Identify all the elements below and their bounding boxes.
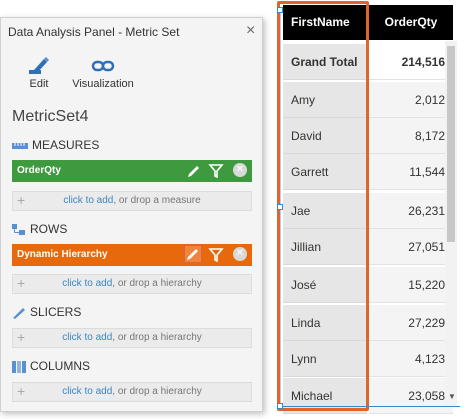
scrollbar-thumb[interactable]	[447, 46, 455, 242]
slicers-label: SLICERS	[30, 305, 82, 319]
rows-drop-zone[interactable]: + click to add, or drop a hierarchy	[12, 274, 252, 294]
data-analysis-panel: Data Analysis Panel - Metric Set × Edit …	[0, 17, 263, 412]
slicers-drop-hint: , or drop a hierarchy	[112, 332, 202, 343]
table-row: Linda 27,229	[280, 305, 476, 341]
cell-firstname: Linda	[283, 305, 367, 341]
columns-drop-hint: , or drop a hierarchy	[112, 386, 202, 397]
plus-icon[interactable]: +	[17, 329, 26, 345]
cell-orderqty: 27,051	[369, 229, 453, 265]
rows-section-header: ROWS	[12, 222, 67, 236]
metricset-name: MetricSet4	[12, 108, 89, 125]
table-row: Garrett 11,544	[280, 154, 476, 190]
header-orderqty[interactable]: OrderQty	[369, 5, 453, 40]
plus-icon[interactable]: +	[17, 383, 26, 399]
edit-button[interactable]: Edit	[21, 56, 57, 90]
columns-drop-text: click to add, or drop a hierarchy	[13, 386, 251, 397]
cell-orderqty: 11,544	[369, 154, 453, 190]
remove-icon[interactable]: ✕	[233, 247, 247, 261]
cell-firstname: Amy	[283, 82, 367, 118]
link-icon	[91, 60, 115, 72]
edit-label: Edit	[29, 78, 49, 90]
row-pill-dynamic-hierarchy[interactable]: Dynamic Hierarchy ✕	[12, 244, 252, 266]
table-row: Amy 2,012	[280, 82, 476, 118]
cell-firstname: Garrett	[283, 154, 367, 190]
pivot-table: FirstName OrderQty Grand Total 214,516 A…	[280, 0, 476, 419]
cell-firstname: Lynn	[283, 341, 367, 377]
measure-pill-label: OrderQty	[17, 165, 61, 176]
pencil-icon[interactable]	[183, 244, 203, 264]
visualization-button[interactable]: Visualization	[71, 56, 135, 90]
slicers-drop-zone[interactable]: + click to add, or drop a hierarchy	[12, 328, 252, 348]
table-row: José 15,220	[280, 267, 476, 303]
measures-section-header: MEASURES	[12, 138, 99, 152]
resize-handle[interactable]	[277, 403, 283, 409]
columns-section-header: COLUMNS	[12, 359, 90, 373]
scroll-down-arrow-icon[interactable]: ▼	[448, 392, 456, 401]
plus-icon[interactable]: +	[17, 275, 26, 291]
table-row: Jillian 27,051	[280, 229, 476, 265]
measures-drop-text: click to add, or drop a measure	[13, 195, 251, 206]
rows-label: ROWS	[30, 222, 68, 236]
cell-firstname: José	[283, 267, 367, 303]
table-row: David 8,172	[280, 118, 476, 154]
remove-icon[interactable]: ✕	[233, 163, 247, 177]
rows-click-to-add-link[interactable]: click to add	[62, 278, 113, 289]
columns-drop-zone[interactable]: + click to add, or drop a hierarchy	[12, 382, 252, 402]
cell-orderqty: 27,229	[369, 305, 453, 341]
measures-drop-hint: , or drop a measure	[113, 195, 201, 206]
selection-border	[280, 406, 460, 407]
header-firstname[interactable]: FirstName	[283, 5, 367, 40]
ruler-icon	[12, 142, 28, 149]
cell-firstname: David	[283, 118, 367, 154]
row-pill-label: Dynamic Hierarchy	[17, 249, 108, 260]
measures-drop-zone[interactable]: + click to add, or drop a measure	[12, 191, 252, 211]
pencil-icon	[29, 57, 49, 74]
cell-orderqty: 4,123	[369, 341, 453, 377]
cell-orderqty: 8,172	[369, 118, 453, 154]
filter-icon[interactable]	[208, 163, 224, 179]
resize-handle[interactable]	[277, 7, 283, 13]
measures-label: MEASURES	[32, 138, 100, 152]
panel-title: Data Analysis Panel - Metric Set	[8, 25, 180, 39]
rows-drop-hint: , or drop a hierarchy	[112, 278, 202, 289]
pencil-icon[interactable]	[186, 163, 202, 179]
cell-orderqty: 214,516	[369, 44, 453, 80]
slicer-icon	[13, 307, 25, 319]
slicers-section-header: SLICERS	[12, 305, 81, 319]
slicers-drop-text: click to add, or drop a hierarchy	[13, 332, 251, 343]
rows-drop-text: click to add, or drop a hierarchy	[13, 278, 251, 289]
hierarchy-icon	[12, 223, 25, 235]
columns-label: COLUMNS	[30, 359, 91, 373]
columns-icon	[12, 360, 26, 373]
cell-orderqty: 26,231	[369, 193, 453, 229]
cell-orderqty: 23,058	[369, 378, 453, 414]
cell-orderqty: 2,012	[369, 82, 453, 118]
table-row: Jae 26,231	[280, 193, 476, 229]
resize-handle[interactable]	[277, 204, 283, 210]
cell-firstname: Grand Total	[283, 44, 367, 80]
measures-click-to-add-link[interactable]: click to add	[63, 195, 114, 206]
visualization-label: Visualization	[72, 78, 134, 90]
columns-click-to-add-link[interactable]: click to add	[62, 386, 113, 397]
plus-icon[interactable]: +	[17, 192, 26, 208]
slicers-click-to-add-link[interactable]: click to add	[62, 332, 113, 343]
cell-firstname: Jillian	[283, 229, 367, 265]
table-row: Lynn 4,123	[280, 341, 476, 377]
table-row: Grand Total 214,516	[280, 44, 476, 80]
filter-icon[interactable]	[208, 247, 224, 263]
cell-firstname: Jae	[283, 193, 367, 229]
measure-pill-orderqty[interactable]: OrderQty ✕	[12, 160, 252, 182]
firstname-column-highlight	[277, 1, 369, 411]
cell-orderqty: 15,220	[369, 267, 453, 303]
close-icon[interactable]: ×	[246, 22, 256, 39]
